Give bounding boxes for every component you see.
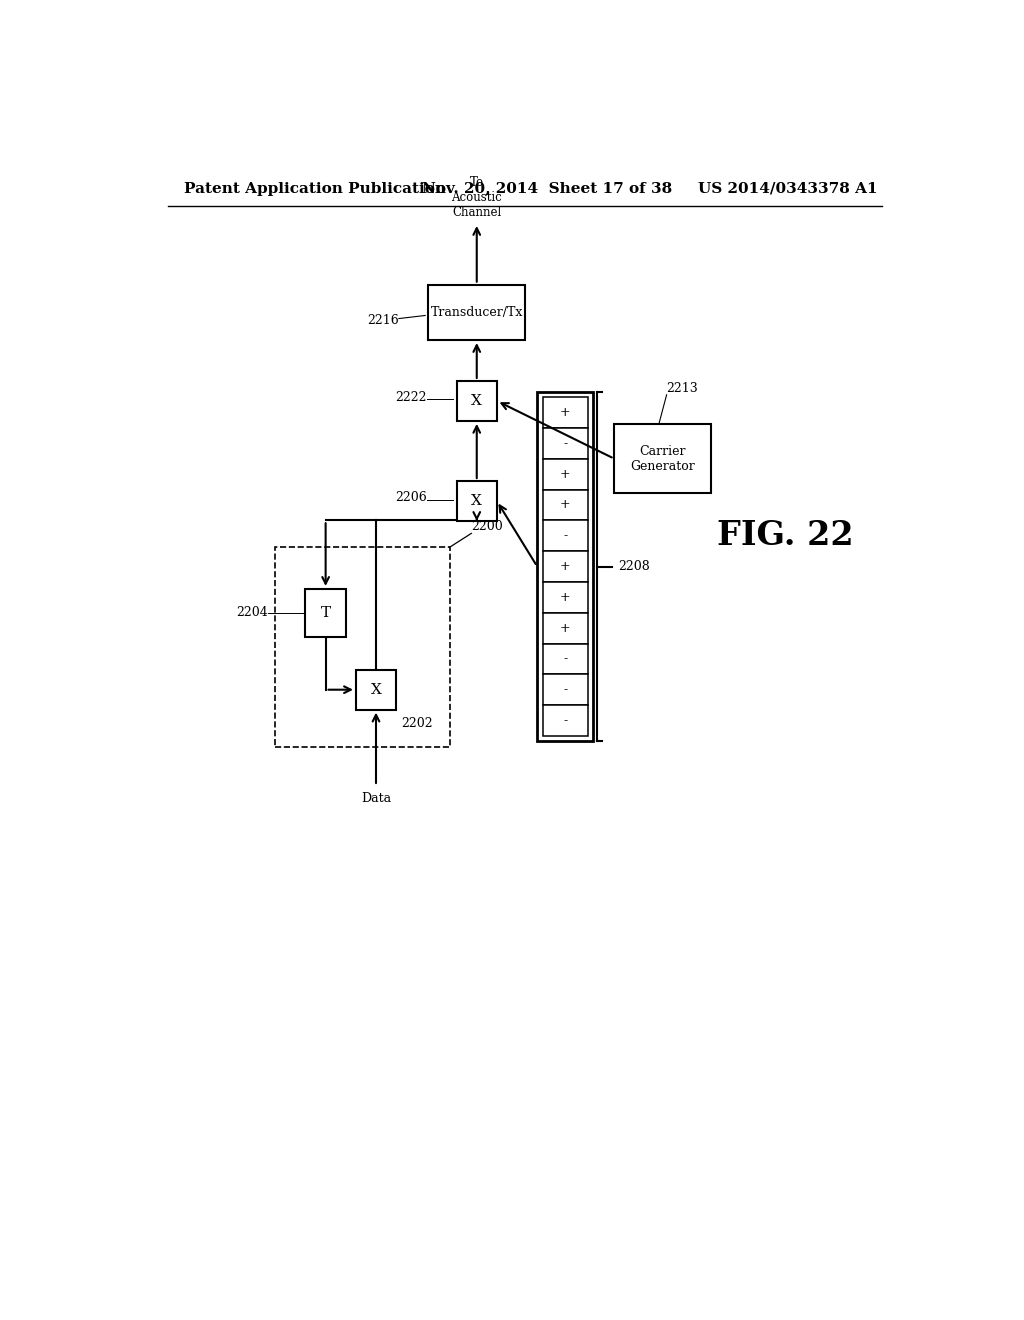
Text: To
Acoustic
Channel: To Acoustic Channel <box>452 177 502 219</box>
Text: 2202: 2202 <box>400 718 432 730</box>
Bar <box>538 392 593 742</box>
Text: X: X <box>471 494 482 508</box>
Text: +: + <box>560 591 570 603</box>
Text: +: + <box>560 622 570 635</box>
Text: 2208: 2208 <box>617 560 649 573</box>
Text: 2200: 2200 <box>471 520 503 533</box>
Text: -: - <box>563 684 567 696</box>
Text: -: - <box>563 529 567 543</box>
Text: Carrier
Generator: Carrier Generator <box>631 445 695 473</box>
Bar <box>356 669 396 710</box>
Text: Nov. 20, 2014  Sheet 17 of 38: Nov. 20, 2014 Sheet 17 of 38 <box>423 182 673 195</box>
Bar <box>543 397 588 428</box>
Bar <box>305 589 346 636</box>
Bar <box>543 675 588 705</box>
Text: -: - <box>563 714 567 727</box>
Bar <box>275 548 450 747</box>
Bar <box>457 381 497 421</box>
Text: Data: Data <box>360 792 391 805</box>
Text: X: X <box>471 393 482 408</box>
Text: +: + <box>560 560 570 573</box>
Text: -: - <box>563 652 567 665</box>
Text: -: - <box>563 437 567 450</box>
Bar <box>428 285 525 341</box>
Bar <box>543 644 588 675</box>
Bar <box>543 582 588 612</box>
Bar <box>543 520 588 552</box>
Text: FIG. 22: FIG. 22 <box>717 519 854 552</box>
Bar <box>543 458 588 490</box>
Text: 2216: 2216 <box>368 314 399 326</box>
Text: Patent Application Publication: Patent Application Publication <box>183 182 445 195</box>
Text: 2213: 2213 <box>667 381 698 395</box>
Text: US 2014/0343378 A1: US 2014/0343378 A1 <box>697 182 878 195</box>
Text: +: + <box>560 407 570 418</box>
Bar <box>543 552 588 582</box>
Bar <box>614 424 712 494</box>
Text: 2204: 2204 <box>236 606 267 619</box>
Text: Transducer/Tx: Transducer/Tx <box>430 306 523 319</box>
Bar <box>543 428 588 459</box>
Bar <box>543 490 588 520</box>
Bar <box>457 480 497 521</box>
Text: 2206: 2206 <box>395 491 427 504</box>
Bar <box>543 612 588 644</box>
Text: 2222: 2222 <box>395 391 427 404</box>
Text: +: + <box>560 499 570 511</box>
Text: X: X <box>371 682 381 697</box>
Text: +: + <box>560 467 570 480</box>
Text: T: T <box>321 606 331 619</box>
Bar <box>543 705 588 737</box>
